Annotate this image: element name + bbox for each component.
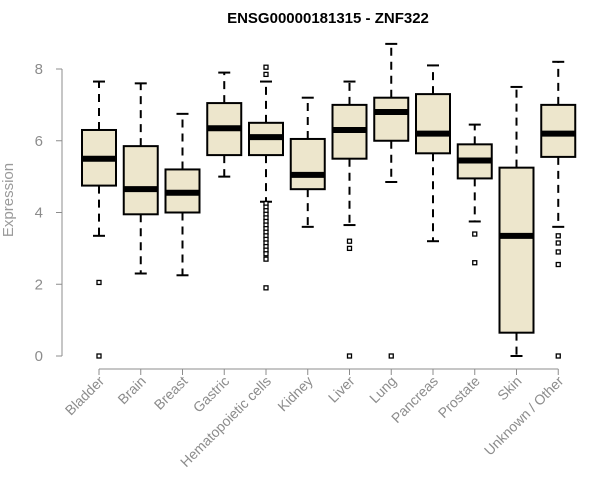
x-category-label: Prostate [435,373,483,421]
boxes-group [81,42,577,359]
x-category-label: Unknown / Other [481,373,567,459]
outlier-point [263,251,269,257]
box-lung [373,42,410,359]
x-category-label: Skin [494,373,525,404]
y-tick-label: 4 [35,205,43,222]
box-bladder [81,80,117,359]
outlier-point [346,238,353,244]
x-category-label: Bladder [62,373,108,419]
outlier-point [555,240,561,246]
outlier-point [263,71,269,78]
box-skin [498,85,535,357]
chart-title: ENSG00000181315 - ZNF322 [227,10,429,27]
box-hematopoietic-cells [248,64,284,291]
x-category-label: Lung [366,373,399,406]
outlier-point [346,353,353,359]
outlier-point [555,233,561,239]
y-tick-label: 0 [35,348,43,365]
x-category-label: Kidney [274,373,316,415]
box-brain [122,82,159,275]
iqr-box [373,96,410,142]
x-category-label: Liver [325,373,358,406]
iqr-box [415,93,451,155]
outlier-point [472,260,478,266]
outlier-point [263,256,269,262]
iqr-box [289,137,326,191]
box-breast [164,112,201,277]
box-gastric [206,71,243,178]
outlier-point [388,353,394,359]
outlier-point [472,231,478,237]
x-category-label: Breast [151,373,191,413]
outlier-point [555,261,561,268]
y-tick-label: 2 [35,276,43,293]
outlier-point [96,353,102,359]
box-liver [331,80,368,359]
iqr-box [498,166,535,334]
outlier-point [555,353,561,359]
outlier-point [346,245,353,252]
x-category-label: Brain [114,373,148,407]
box-pancreas [415,64,451,243]
outlier-point [263,64,269,70]
outlier-point [555,249,561,255]
y-tick-label: 6 [35,133,43,150]
iqr-box [122,145,159,216]
y-axis-label: Expression [0,163,17,237]
outlier-point [263,285,269,291]
y-axis: 0 2 4 6 8 [35,61,63,365]
box-prostate [456,123,493,266]
box-kidney [289,96,326,228]
y-tick-label: 8 [35,61,43,78]
outlier-point [96,279,102,286]
box-unknown-other [540,60,577,359]
